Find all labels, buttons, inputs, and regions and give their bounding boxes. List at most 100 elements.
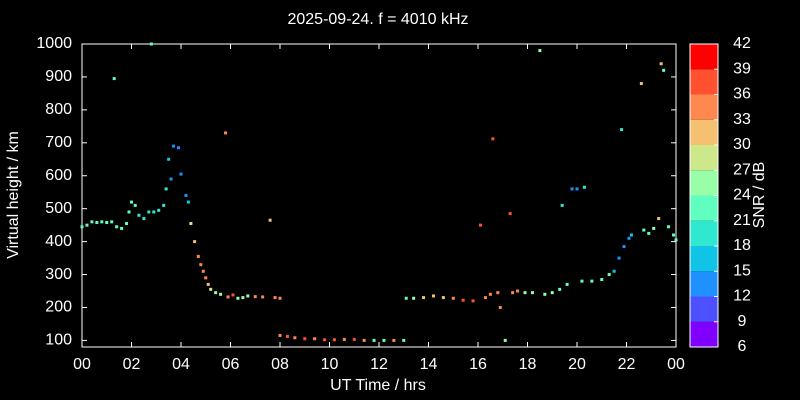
data-point bbox=[167, 157, 171, 161]
data-point bbox=[538, 49, 542, 53]
data-point bbox=[451, 296, 455, 300]
x-tick-label: 18 bbox=[519, 356, 537, 373]
data-point bbox=[142, 217, 146, 221]
data-point bbox=[543, 292, 547, 296]
data-point bbox=[582, 185, 586, 189]
data-point bbox=[85, 223, 89, 227]
colorbar-segment bbox=[690, 296, 718, 322]
data-point bbox=[642, 228, 646, 232]
colorbar-tick-label: 33 bbox=[733, 111, 751, 128]
data-point bbox=[483, 296, 487, 300]
data-point bbox=[612, 269, 616, 273]
data-point bbox=[152, 210, 156, 214]
y-tick-label: 600 bbox=[45, 167, 72, 184]
data-point bbox=[622, 245, 626, 249]
colorbar-tick-label: 42 bbox=[733, 35, 751, 52]
colorbar-tick-label: 39 bbox=[733, 60, 751, 77]
y-tick-label: 700 bbox=[45, 134, 72, 151]
data-point bbox=[149, 42, 153, 46]
data-point bbox=[558, 287, 562, 291]
data-point bbox=[600, 277, 604, 281]
colorbar-tick-label: 27 bbox=[733, 161, 751, 178]
colorbar-segment bbox=[690, 271, 718, 297]
data-point bbox=[105, 221, 109, 225]
data-point bbox=[496, 291, 500, 295]
chart-title: 2025-09-24. f = 4010 kHz bbox=[287, 11, 468, 28]
data-point bbox=[617, 256, 621, 260]
data-point bbox=[219, 292, 223, 296]
data-point bbox=[285, 334, 289, 338]
data-point bbox=[206, 282, 210, 286]
data-point bbox=[162, 203, 166, 207]
data-point bbox=[130, 200, 133, 204]
colorbar-segment bbox=[690, 246, 718, 272]
colorbar-tick-label: 18 bbox=[733, 237, 751, 254]
data-point bbox=[332, 338, 336, 342]
data-point bbox=[659, 62, 663, 66]
x-tick-label: 00 bbox=[667, 356, 685, 373]
data-point bbox=[137, 213, 141, 217]
data-point bbox=[323, 338, 327, 342]
colorbar-segment bbox=[690, 321, 718, 347]
data-point bbox=[620, 128, 624, 132]
data-point bbox=[607, 273, 611, 277]
data-point bbox=[90, 220, 94, 224]
x-tick-label: 14 bbox=[420, 356, 438, 373]
data-point bbox=[193, 240, 197, 244]
data-point bbox=[169, 177, 173, 181]
colorbar-tick-label: 6 bbox=[738, 338, 747, 355]
colorbar-tick-label: 9 bbox=[738, 313, 747, 330]
data-point bbox=[261, 295, 265, 299]
data-point bbox=[226, 295, 230, 299]
colorbar-segment bbox=[690, 195, 718, 221]
data-point bbox=[362, 338, 366, 342]
data-point bbox=[523, 291, 527, 295]
data-point bbox=[404, 296, 408, 300]
data-point bbox=[652, 226, 656, 230]
data-point bbox=[201, 269, 205, 273]
data-point bbox=[461, 298, 465, 302]
data-point bbox=[441, 296, 445, 300]
y-tick-label: 100 bbox=[45, 332, 72, 349]
colorbar-tick-label: 24 bbox=[733, 187, 751, 204]
data-point bbox=[199, 263, 203, 267]
data-point bbox=[565, 282, 569, 286]
x-tick-label: 02 bbox=[123, 356, 141, 373]
colorbar-label: SNR / dB bbox=[751, 162, 768, 229]
data-point bbox=[172, 144, 176, 148]
data-point bbox=[147, 210, 151, 214]
data-point bbox=[313, 337, 317, 341]
x-tick-label: 06 bbox=[222, 356, 240, 373]
colorbar-tick-label: 12 bbox=[733, 288, 751, 305]
data-point bbox=[241, 296, 245, 300]
data-point bbox=[278, 333, 282, 337]
data-point bbox=[186, 200, 190, 204]
y-tick-label: 200 bbox=[45, 299, 72, 316]
data-point bbox=[80, 225, 84, 229]
x-tick-label: 12 bbox=[370, 356, 388, 373]
data-point bbox=[498, 305, 502, 309]
data-point bbox=[236, 296, 240, 300]
data-point bbox=[273, 296, 277, 300]
data-point bbox=[402, 338, 406, 342]
data-point bbox=[503, 338, 507, 342]
x-tick-label: 16 bbox=[469, 356, 487, 373]
data-point bbox=[164, 187, 168, 191]
colorbar-tick-label: 30 bbox=[733, 136, 751, 153]
colorbar-segment bbox=[690, 44, 718, 70]
x-tick-label: 08 bbox=[271, 356, 289, 373]
colorbar-segment bbox=[690, 119, 718, 145]
data-point bbox=[647, 231, 651, 235]
data-point bbox=[177, 146, 181, 150]
data-point bbox=[491, 137, 495, 141]
colorbar-segment bbox=[690, 170, 718, 196]
data-point bbox=[127, 210, 131, 214]
data-point bbox=[278, 296, 282, 300]
colorbar-segment bbox=[690, 94, 718, 120]
data-point bbox=[488, 292, 492, 296]
data-point bbox=[575, 187, 579, 191]
data-point bbox=[590, 279, 594, 283]
data-point bbox=[179, 172, 183, 176]
x-tick-label: 22 bbox=[618, 356, 636, 373]
data-point bbox=[372, 338, 376, 342]
